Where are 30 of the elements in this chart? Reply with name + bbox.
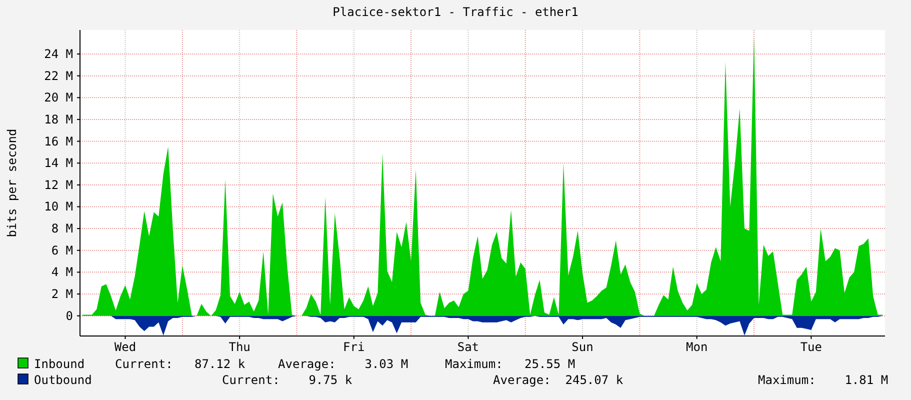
y-tick-label: 22 M <box>44 68 73 83</box>
chart-title: Placice-sektor1 - Traffic - ether1 <box>332 5 578 19</box>
y-tick-label: 24 M <box>44 47 73 61</box>
legend-label: Inbound <box>34 357 85 371</box>
y-tick-label: 8 M <box>51 222 73 236</box>
x-tick-label: Sun <box>572 340 594 354</box>
y-axis-title: bits per second <box>5 128 19 238</box>
text: Average: 3.03 M <box>278 357 408 371</box>
x-tick-label: Fri <box>343 340 365 354</box>
legend-label: Outbound <box>34 373 92 387</box>
x-tick-label: Wed <box>114 340 136 354</box>
text: Average: 245.07 k <box>493 373 624 387</box>
y-tick-label: 2 M <box>51 287 73 301</box>
y-tick-label: 4 M <box>51 265 73 280</box>
y-tick-label: 16 M <box>44 134 73 148</box>
x-tick-label: Mon <box>686 340 708 354</box>
y-tick-label: 12 M <box>44 178 73 192</box>
x-tick-label: Sat <box>457 340 480 354</box>
text: Maximum: 25.55 M <box>445 357 576 371</box>
y-tick-label: 18 M <box>44 112 73 126</box>
x-tick-label: Thu <box>228 340 250 354</box>
text: Current: 87.12 k <box>115 357 246 371</box>
text: Maximum: 1.81 M <box>758 373 888 387</box>
text: Current: 9.75 k <box>222 373 353 387</box>
y-tick-label: 14 M <box>44 156 73 170</box>
y-tick-label: 20 M <box>44 90 73 105</box>
y-tick-label: 10 M <box>44 200 73 214</box>
y-tick-label: 0 <box>66 308 73 323</box>
x-tick-label: Tue <box>800 340 822 354</box>
y-tick-label: 6 M <box>51 243 73 258</box>
